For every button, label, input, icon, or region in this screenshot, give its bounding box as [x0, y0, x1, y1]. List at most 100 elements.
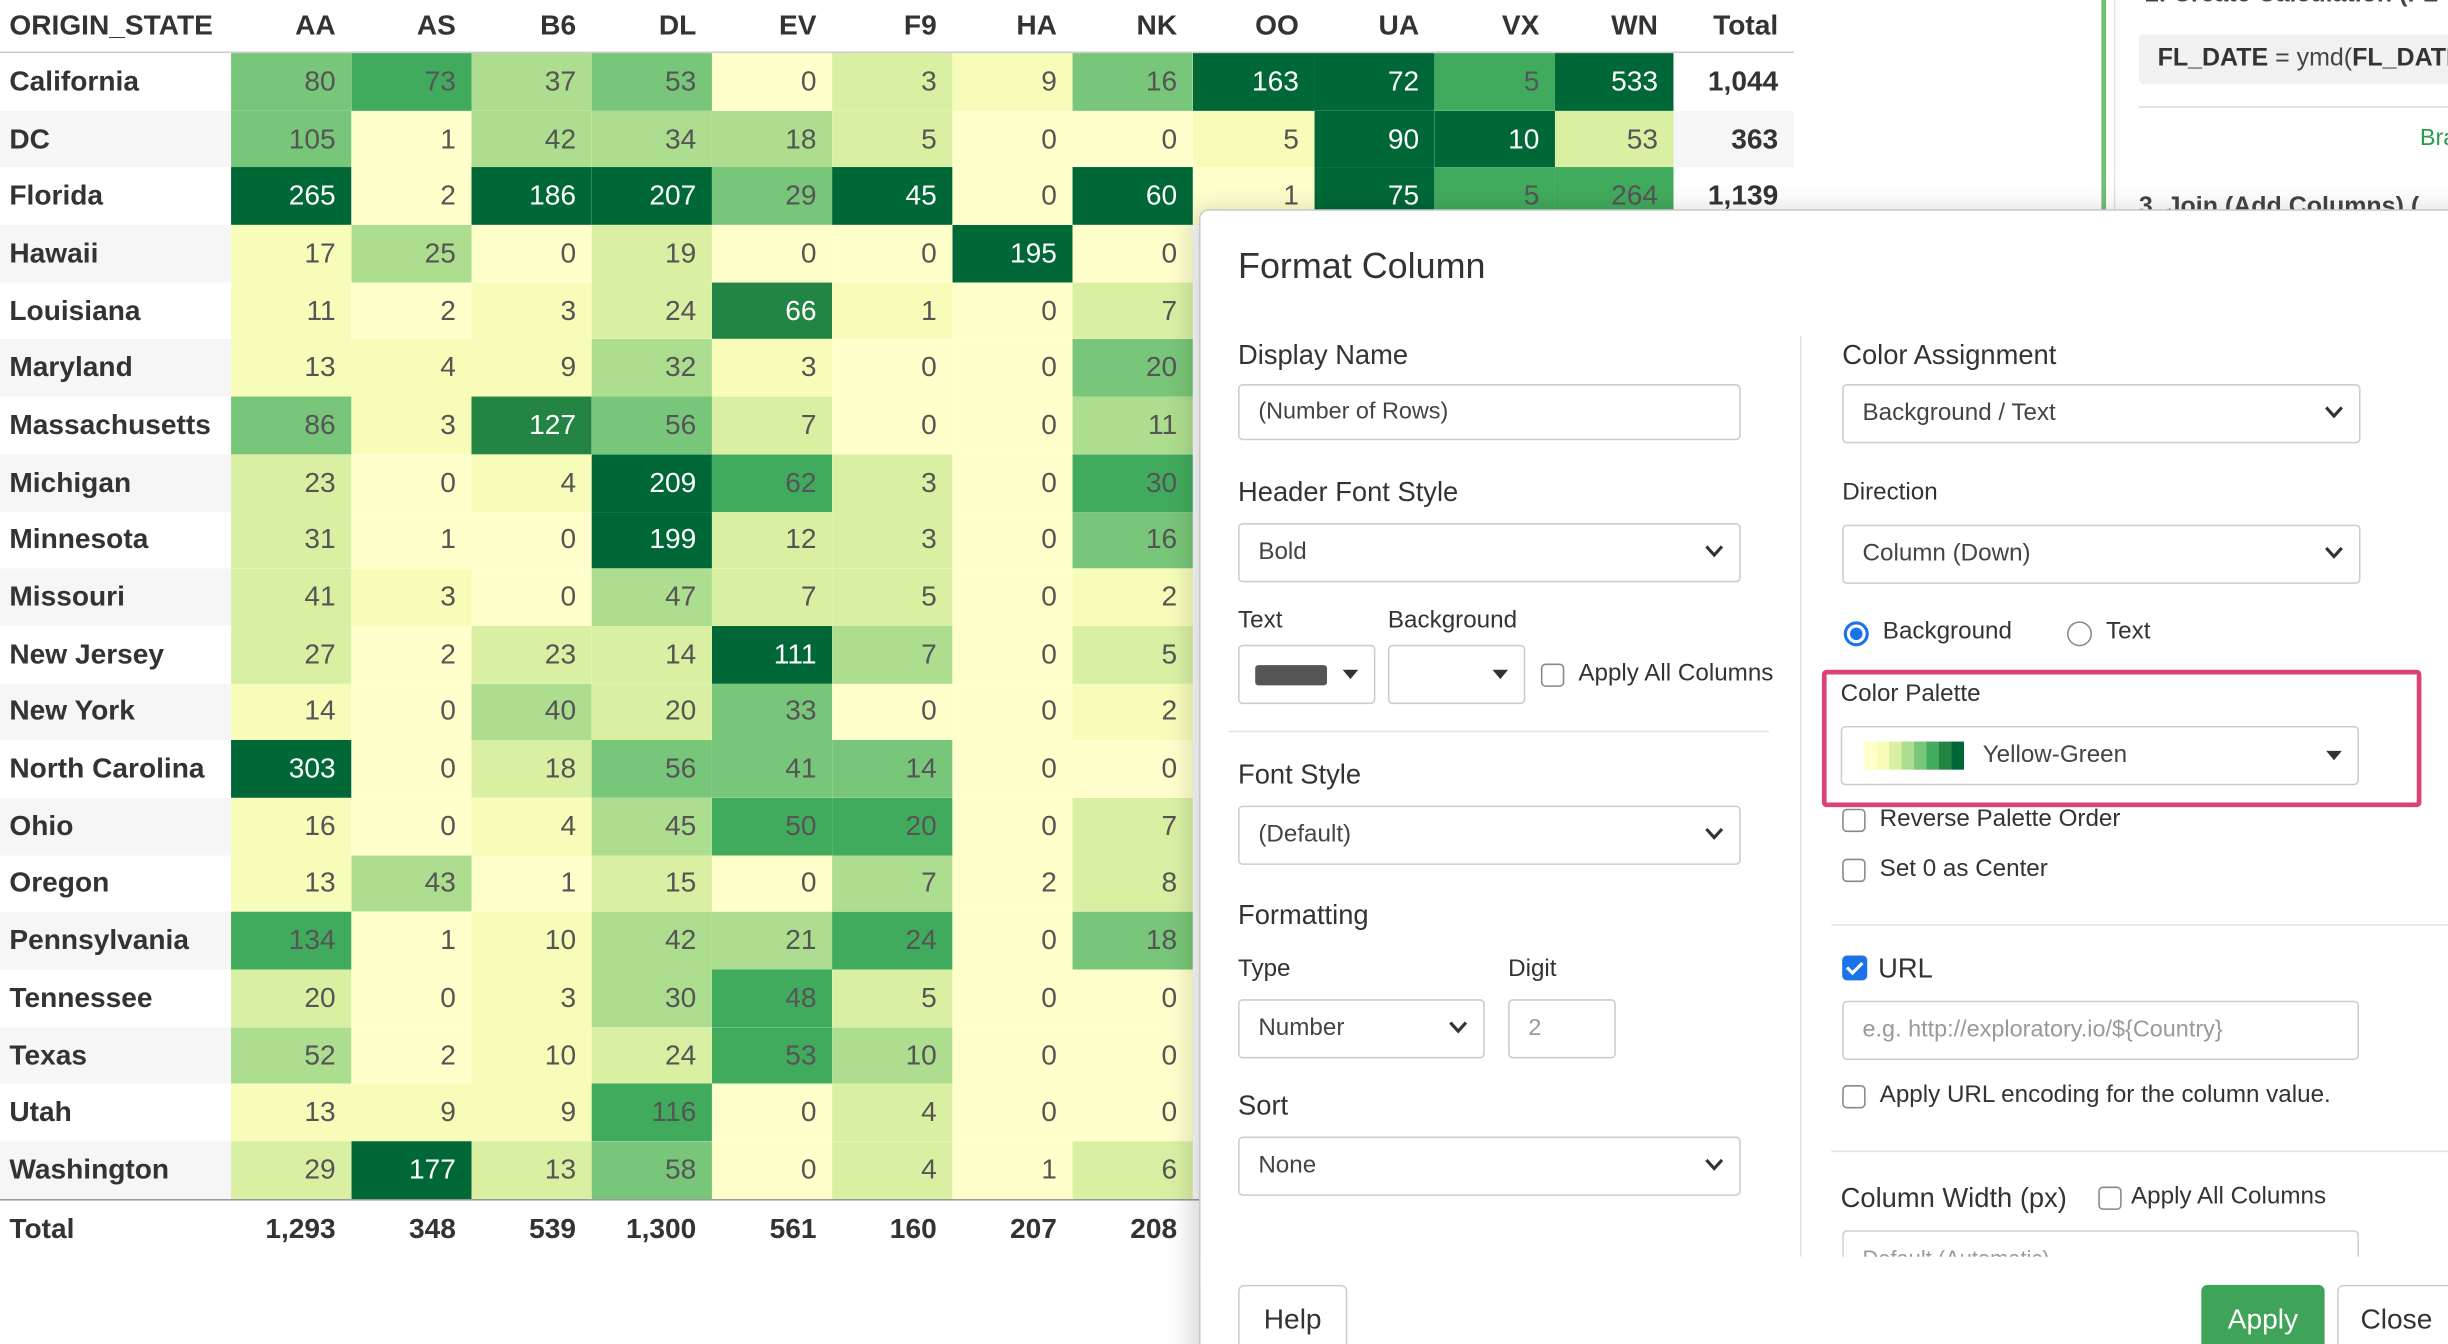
code-arg: FL_DATE — [2352, 45, 2448, 72]
table-cell: 5 — [832, 969, 953, 1027]
column-width-input[interactable]: Default (Automatic) — [1842, 1230, 2359, 1259]
help-button[interactable]: Help — [1238, 1284, 1348, 1344]
table-cell: 0 — [471, 224, 592, 283]
digit-input[interactable]: 2 — [1508, 999, 1616, 1059]
apply-all-columns-checkbox[interactable] — [1540, 663, 1565, 687]
table-cell: 41 — [231, 568, 352, 626]
text-color-swatch — [1255, 665, 1328, 686]
column-header[interactable]: DL — [591, 0, 712, 54]
table-cell: 177 — [351, 1141, 472, 1200]
direction-select[interactable]: Column (Down) — [1842, 524, 2361, 584]
column-header[interactable]: NK — [1072, 0, 1193, 54]
palette-swatch — [1914, 741, 1927, 770]
reverse-palette-checkbox[interactable] — [1842, 808, 1866, 833]
direction-value: Column (Down) — [1862, 540, 2031, 567]
reverse-palette-label: Reverse Palette Order — [1879, 805, 2121, 833]
header-font-style-select[interactable]: Bold — [1238, 523, 1741, 583]
branch-link[interactable]: Bra — [2419, 124, 2448, 152]
text-color-label: Text — [1238, 607, 1283, 634]
table-cell: 9 — [471, 339, 592, 397]
text-radio[interactable] — [2067, 621, 2093, 647]
table-cell: 0 — [952, 339, 1073, 397]
color-assignment-select[interactable]: Background / Text — [1842, 384, 2361, 444]
calculation-expression[interactable]: FL_DATE = ymd(FL_DATE) — [2138, 34, 2448, 85]
set-zero-center-label: Set 0 as Center — [1879, 855, 2048, 883]
column-header[interactable]: HA — [952, 0, 1073, 54]
footer-total-cell: 207 — [952, 1198, 1073, 1258]
table-cell: 24 — [832, 912, 953, 970]
background-radio[interactable] — [1843, 621, 1869, 647]
table-cell: 16 — [231, 797, 352, 855]
chevron-down-icon — [2325, 406, 2343, 419]
column-header[interactable]: VX — [1434, 0, 1555, 54]
palette-swatch — [1889, 741, 1902, 770]
column-header[interactable]: AA — [231, 0, 352, 54]
table-cell: 3 — [471, 282, 592, 340]
table-cell: 11 — [231, 282, 352, 340]
type-select[interactable]: Number — [1238, 999, 1485, 1059]
column-header[interactable]: WN — [1554, 0, 1674, 54]
column-header[interactable]: B6 — [471, 0, 592, 54]
table-cell: 29 — [711, 167, 833, 225]
url-encoding-checkbox[interactable] — [1842, 1085, 1866, 1109]
table-cell: 31 — [231, 511, 352, 569]
table-cell: 33 — [711, 683, 833, 741]
table-cell: 0 — [952, 625, 1073, 684]
background-color-picker[interactable] — [1387, 644, 1526, 705]
table-cell: 4 — [351, 339, 472, 397]
table-cell: 12 — [711, 511, 833, 569]
row-label: Maryland — [0, 339, 232, 397]
url-checkbox[interactable] — [1842, 955, 1868, 981]
column-width-apply-all-checkbox[interactable] — [2098, 1186, 2122, 1210]
table-cell: 4 — [832, 1084, 953, 1142]
table-cell: 7 — [1072, 797, 1193, 855]
table-cell: 3 — [832, 511, 953, 569]
table-cell: 48 — [711, 969, 833, 1027]
row-label: Oregon — [0, 854, 232, 913]
sort-select[interactable]: None — [1238, 1136, 1741, 1196]
table-cell: 2 — [952, 854, 1073, 913]
row-total: 363 — [1673, 110, 1794, 168]
table-cell: 0 — [952, 1084, 1073, 1142]
display-name-input[interactable]: (Number of Rows) — [1238, 384, 1741, 441]
column-header[interactable]: UA — [1314, 0, 1435, 54]
column-header-origin-state[interactable]: ORIGIN_STATE — [0, 0, 232, 54]
color-palette-select[interactable]: Yellow-Green — [1840, 725, 2359, 786]
column-header[interactable]: F9 — [832, 0, 953, 54]
section-divider — [1831, 924, 2448, 926]
apply-button[interactable]: Apply — [2201, 1284, 2325, 1344]
palette-swatch — [1939, 741, 1952, 770]
font-style-select[interactable]: (Default) — [1238, 805, 1741, 865]
set-zero-center-checkbox[interactable] — [1842, 858, 1866, 883]
table-cell: 2 — [1072, 568, 1193, 626]
table-cell: 0 — [952, 454, 1073, 512]
table-cell: 5 — [1192, 110, 1315, 168]
table-cell: 45 — [591, 797, 712, 855]
table-cell: 163 — [1192, 52, 1315, 111]
background-radio-label: Background — [1882, 618, 2012, 645]
apply-all-columns-label: Apply All Columns — [1578, 660, 1774, 687]
pivot-table: ORIGIN_STATE AA AS B6 DL EV F9 HA NK OO UA VX WN Tot… — [0, 0, 1794, 1258]
column-header[interactable]: AS — [351, 0, 472, 54]
table-cell: 80 — [231, 52, 352, 111]
url-input[interactable]: e.g. http://exploratory.io/${Country} — [1842, 1000, 2359, 1061]
table-cell: 0 — [832, 396, 953, 455]
table-cell: 53 — [591, 52, 712, 111]
column-header[interactable]: EV — [711, 0, 833, 54]
table-cell: 58 — [591, 1141, 712, 1200]
table-cell: 21 — [711, 912, 833, 970]
table-header-row: ORIGIN_STATE AA AS B6 DL EV F9 HA NK OO UA VX WN Tot… — [0, 0, 1794, 54]
table-cell: 56 — [591, 396, 712, 455]
column-header[interactable]: OO — [1192, 0, 1315, 54]
close-button[interactable]: Close — [2337, 1284, 2448, 1344]
table-cell: 7 — [711, 568, 833, 626]
dialog-title: Format Column — [1238, 245, 1486, 286]
table-cell: 0 — [351, 454, 472, 512]
text-color-picker[interactable] — [1238, 644, 1376, 705]
step-create-calculation[interactable]: 2. Create Calculation (FL — [2145, 0, 2438, 9]
row-label: California — [0, 52, 232, 111]
table-cell: 53 — [711, 1026, 833, 1085]
table-row: Louisiana 11 2 3 24 66 1 0 7 — [0, 282, 1794, 340]
column-header[interactable]: Total — [1673, 0, 1794, 54]
table-cell: 1 — [832, 282, 953, 340]
